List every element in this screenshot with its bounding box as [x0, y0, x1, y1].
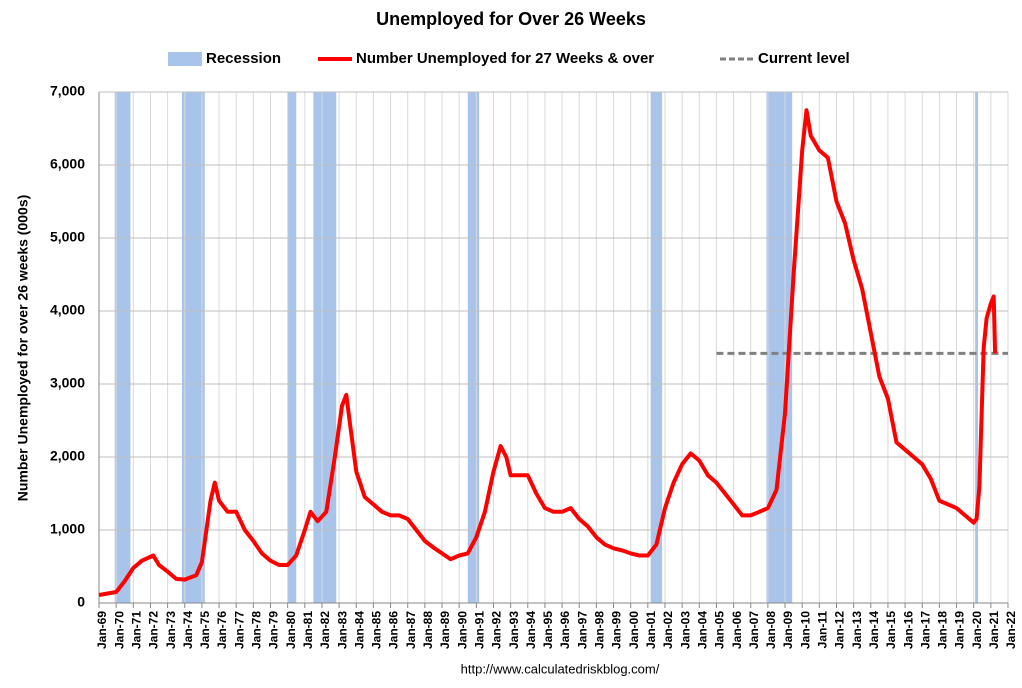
recession-band — [650, 92, 663, 603]
legend: Recession Number Unemployed for 27 Weeks… — [168, 50, 850, 67]
recession-band — [313, 92, 337, 603]
x-tick-label: Jan-80 — [284, 611, 298, 649]
recession-band — [975, 92, 978, 603]
legend-swatch — [168, 52, 202, 66]
x-tick-label: Jan-98 — [593, 611, 607, 649]
y-tick-label: 7,000 — [50, 83, 85, 99]
legend-label: Current level — [758, 50, 850, 67]
x-tick-label: Jan-70 — [112, 611, 126, 649]
x-tick-label: Jan-71 — [129, 611, 143, 649]
x-tick-label: Jan-14 — [867, 611, 881, 649]
recession-band — [467, 92, 480, 603]
x-tick-label: Jan-85 — [370, 611, 384, 649]
recession-band — [114, 92, 131, 603]
recession-band — [287, 92, 297, 603]
x-tick-label: Jan-07 — [747, 611, 761, 649]
x-tick-label: Jan-73 — [164, 611, 178, 649]
x-tick-label: Jan-74 — [181, 611, 195, 649]
x-tick-label: Jan-22 — [1004, 611, 1018, 649]
x-tick-label: Jan-19 — [953, 611, 967, 649]
x-tick-label: Jan-69 — [95, 611, 109, 649]
x-tick-label: Jan-00 — [627, 611, 641, 649]
x-tick-label: Jan-01 — [644, 611, 658, 649]
x-tick-label: Jan-84 — [352, 611, 366, 649]
x-tick-label: Jan-94 — [524, 611, 538, 649]
x-tick-label: Jan-08 — [764, 611, 778, 649]
x-tick-label: Jan-02 — [661, 611, 675, 649]
y-tick-label: 0 — [77, 594, 85, 610]
x-tick-label: Jan-90 — [455, 611, 469, 649]
x-tick-label: Jan-91 — [472, 611, 486, 649]
x-tick-label: Jan-04 — [695, 611, 709, 649]
x-tick-label: Jan-82 — [318, 611, 332, 649]
x-tick-label: Jan-83 — [335, 611, 349, 649]
x-tick-label: Jan-78 — [250, 611, 264, 649]
data-line — [98, 108, 998, 597]
y-tick-label: 4,000 — [50, 302, 85, 318]
x-tick-label: Jan-16 — [901, 611, 915, 649]
x-tick-label: Jan-17 — [918, 611, 932, 649]
x-tick-label: Jan-86 — [387, 611, 401, 649]
x-tick-label: Jan-10 — [798, 611, 812, 649]
x-tick-label: Jan-95 — [541, 611, 555, 649]
recession-band — [181, 92, 205, 603]
y-tick-label: 1,000 — [50, 521, 85, 537]
y-tick-label: 2,000 — [50, 448, 85, 464]
x-tick-label: Jan-05 — [713, 611, 727, 649]
x-tick-label: Jan-79 — [267, 611, 281, 649]
legend-label: Number Unemployed for 27 Weeks & over — [356, 50, 654, 67]
x-tick-label: Jan-92 — [490, 611, 504, 649]
x-tick-label: Jan-93 — [507, 611, 521, 649]
x-tick-label: Jan-15 — [884, 611, 898, 649]
x-tick-label: Jan-99 — [610, 611, 624, 649]
x-tick-label: Jan-89 — [438, 611, 452, 649]
source: http://www.calculatedriskblog.com/ — [461, 661, 660, 676]
x-tick-label: Jan-76 — [215, 611, 229, 649]
x-tick-label: Jan-12 — [833, 611, 847, 649]
y-axis-label: Number Unemployed for over 26 weeks (000… — [15, 195, 31, 502]
x-tick-label: Jan-96 — [558, 611, 572, 649]
x-tick-label: Jan-18 — [936, 611, 950, 649]
x-tick-label: Jan-09 — [781, 611, 795, 649]
x-tick-label: Jan-75 — [198, 611, 212, 649]
y-tick-label: 5,000 — [50, 229, 85, 245]
x-tick-label: Jan-88 — [421, 611, 435, 649]
x-tick-label: Jan-81 — [301, 611, 315, 649]
y-tick-label: 6,000 — [50, 156, 85, 172]
x-tick-label: Jan-21 — [987, 611, 1001, 649]
x-tick-label: Jan-11 — [816, 611, 830, 649]
x-tick-label: Jan-20 — [970, 611, 984, 649]
x-tick-label: Jan-87 — [404, 611, 418, 649]
x-tick-label: Jan-77 — [232, 611, 246, 649]
x-tick-label: Jan-06 — [730, 611, 744, 649]
x-tick-label: Jan-03 — [678, 611, 692, 649]
x-tick-label: Jan-13 — [850, 611, 864, 649]
legend-label: Recession — [206, 50, 281, 67]
y-tick-label: 3,000 — [50, 375, 85, 391]
x-tick-label: Jan-72 — [147, 611, 161, 649]
chart-title: Unemployed for Over 26 Weeks — [376, 9, 646, 29]
x-tick-label: Jan-97 — [575, 611, 589, 649]
